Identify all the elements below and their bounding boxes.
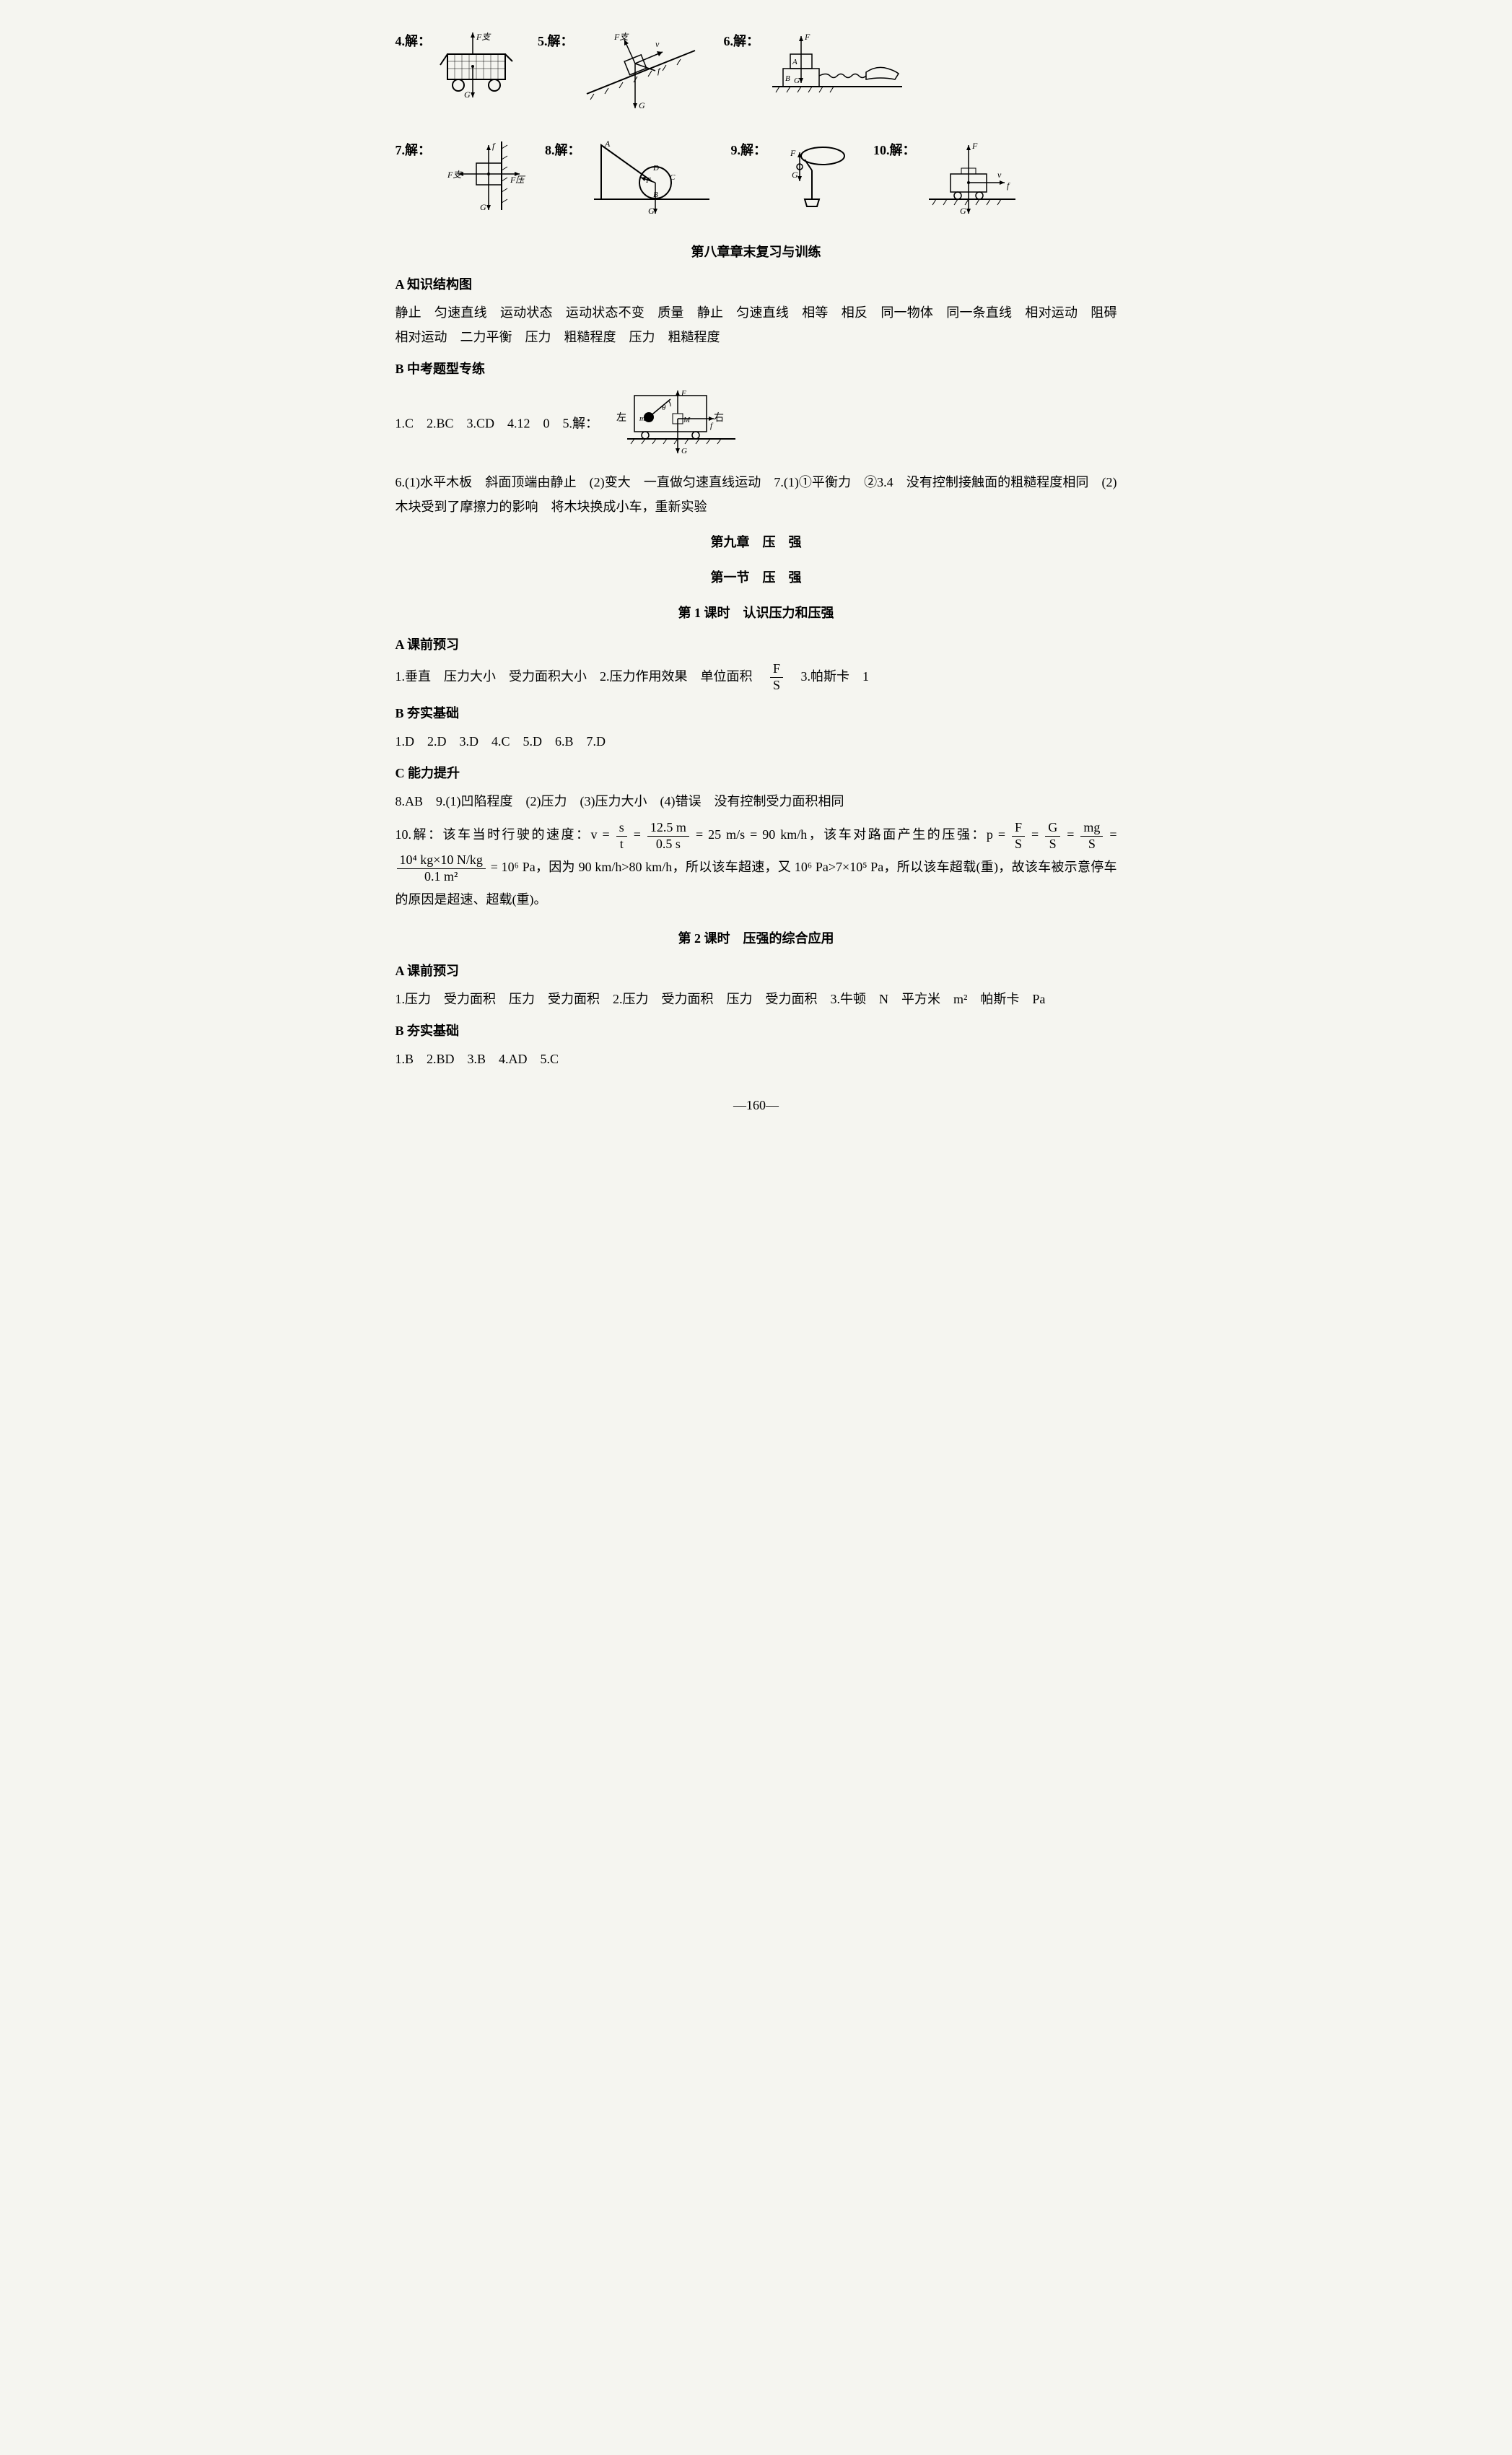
answers-b1-text: 1.C 2.BC 3.CD 4.12 0 5.解： xyxy=(396,417,599,431)
diagram-5-label: 5.解： xyxy=(538,29,574,53)
q10-prefix: 10.解：该车当时行驶的速度：v = xyxy=(396,827,615,842)
q10-mid1: = 25 m/s = 90 km/h，该车对路面产生的压强：p = xyxy=(696,827,1010,842)
frac-fs-num: F xyxy=(770,661,783,678)
answers-b1-line1: 1.C 2.BC 3.CD 4.12 0 5.解： 左 m θ F M 右 f xyxy=(396,385,1117,465)
section2-title: 第九章 压 强 xyxy=(396,530,1117,554)
svg-text:F支: F支 xyxy=(613,32,629,42)
svg-text:F: F xyxy=(645,176,651,185)
diagram-10: 10.解： F xyxy=(873,138,1023,225)
diagram-7: 7.解： f F支 xyxy=(396,138,531,225)
section3-title: 第 2 课时 压强的综合应用 xyxy=(396,926,1117,951)
svg-text:B: B xyxy=(785,74,790,83)
diagram-8: 8.解： A D C B F G xyxy=(545,138,717,225)
diagram-9-label: 9.解： xyxy=(731,138,767,162)
preview-a2-prefix: 1.垂直 压力大小 受力面积大小 2.压力作用效果 单位面积 xyxy=(396,669,766,684)
diagram-4-label: 4.解： xyxy=(396,29,432,53)
q10-frac5: mg S xyxy=(1080,820,1103,852)
section2-sub2: 第 1 课时 认识压力和压强 xyxy=(396,601,1117,625)
diagram-10-label: 10.解： xyxy=(873,138,916,162)
diagram-6-label: 6.解： xyxy=(724,29,760,53)
diagram-b1-5: 左 m θ F M 右 f xyxy=(609,385,753,465)
svg-text:v: v xyxy=(997,170,1002,180)
svg-text:G: G xyxy=(681,447,687,455)
svg-text:G: G xyxy=(648,206,655,216)
svg-text:G: G xyxy=(794,77,800,85)
frac-fs: F S xyxy=(770,661,783,693)
svg-text:A: A xyxy=(604,139,611,149)
svg-text:f: f xyxy=(492,141,496,151)
svg-text:θ: θ xyxy=(662,404,666,412)
svg-text:A: A xyxy=(792,58,797,66)
svg-text:F压: F压 xyxy=(510,175,525,185)
knowledge-map-text: 静止 匀速直线 运动状态 运动状态不变 质量 静止 匀速直线 相等 相反 同一物… xyxy=(396,300,1117,349)
spring-block-diagram: A B F G xyxy=(765,29,909,109)
heading-a1: A 知识结构图 xyxy=(396,272,1117,297)
svg-text:F支: F支 xyxy=(476,32,491,42)
wall-block-diagram: f F支 F压 G xyxy=(437,138,530,225)
q10-frac3: F S xyxy=(1012,820,1025,852)
diagram-6: 6.解： A B F xyxy=(724,29,910,109)
cart-diagram: F支 G xyxy=(437,29,523,109)
q10-frac6: 10⁴ kg×10 N/kg 0.1 m² xyxy=(397,853,486,884)
svg-text:m: m xyxy=(639,414,645,423)
svg-text:G: G xyxy=(960,206,966,216)
q10-solution: 10.解：该车当时行驶的速度：v = s t = 12.5 m 0.5 s = … xyxy=(396,819,1117,915)
svg-text:G: G xyxy=(792,170,798,180)
heading-b1: B 中考题型专练 xyxy=(396,357,1117,381)
ball-ramp-diagram: A D C B F G xyxy=(587,138,717,225)
svg-text:F: F xyxy=(804,32,810,42)
page-container: 4.解： F支 xyxy=(396,29,1117,1118)
svg-text:左: 左 xyxy=(616,412,626,424)
svg-text:f: f xyxy=(1007,180,1010,191)
diagram-4: 4.解： F支 xyxy=(396,29,524,109)
answers-b3: 1.B 2.BD 3.B 4.AD 5.C xyxy=(396,1047,1117,1071)
answers-b1-q6: 6.(1)水平木板 斜面顶端由静止 (2)变大 一直做匀速直线运动 7.(1)①… xyxy=(396,470,1117,519)
diagram-9: 9.解： F G xyxy=(731,138,860,225)
svg-text:F: F xyxy=(790,148,796,158)
heading-b2: B 夯实基础 xyxy=(396,701,1117,725)
diagram-row-1: 4.解： F支 xyxy=(396,29,1117,123)
svg-text:F: F xyxy=(681,389,686,398)
diagram-7-label: 7.解： xyxy=(396,138,432,162)
heading-c2: C 能力提升 xyxy=(396,761,1117,785)
svg-text:G: G xyxy=(464,90,471,100)
heading-a2: A 课前预习 xyxy=(396,632,1117,657)
answers-b2: 1.D 2.D 3.D 4.C 5.D 6.B 7.D xyxy=(396,729,1117,754)
preview-a2: 1.垂直 压力大小 受力面积大小 2.压力作用效果 单位面积 F S 3.帕斯卡… xyxy=(396,661,1117,694)
cart-force-diagram: F v f G xyxy=(922,138,1023,225)
diagram-8-label: 8.解： xyxy=(545,138,581,162)
section1-title: 第八章章末复习与训练 xyxy=(396,240,1117,264)
heading-a3: A 课前预习 xyxy=(396,959,1117,983)
svg-text:v: v xyxy=(655,39,660,49)
svg-text:G: G xyxy=(639,100,645,110)
svg-text:C: C xyxy=(670,173,676,182)
svg-text:F: F xyxy=(971,141,978,151)
diagram-5: 5.解： F支 v xyxy=(538,29,709,123)
q10-frac2: 12.5 m 0.5 s xyxy=(647,820,689,852)
svg-text:M: M xyxy=(683,416,691,424)
q10-mid2: = 10⁶ Pa，因为 90 km/h>80 km/h，所以该车超速，又 10⁶… xyxy=(396,860,1117,907)
svg-text:G: G xyxy=(480,202,486,212)
section2-sub1: 第一节 压 强 xyxy=(396,565,1117,590)
diagram-row-2: 7.解： f F支 xyxy=(396,138,1117,225)
svg-text:F支: F支 xyxy=(447,170,463,180)
preview-a2-suffix: 3.帕斯卡 1 xyxy=(788,669,870,684)
svg-text:右: 右 xyxy=(714,412,724,424)
q10-frac1: s t xyxy=(616,820,627,852)
incline-diagram: F支 v f G xyxy=(580,29,709,123)
preview-a3: 1.压力 受力面积 压力 受力面积 2.压力 受力面积 压力 受力面积 3.牛顿… xyxy=(396,987,1117,1011)
frac-fs-den: S xyxy=(770,678,783,694)
answers-c2-q8-9: 8.AB 9.(1)凹陷程度 (2)压力 (3)压力大小 (4)错误 没有控制受… xyxy=(396,789,1117,814)
svg-text:D: D xyxy=(652,164,659,173)
heading-b3: B 夯实基础 xyxy=(396,1019,1117,1043)
lamp-diagram: F G xyxy=(772,138,859,225)
svg-text:f: f xyxy=(657,66,661,76)
page-number: —160— xyxy=(396,1093,1117,1117)
q10-frac4: G S xyxy=(1045,820,1060,852)
